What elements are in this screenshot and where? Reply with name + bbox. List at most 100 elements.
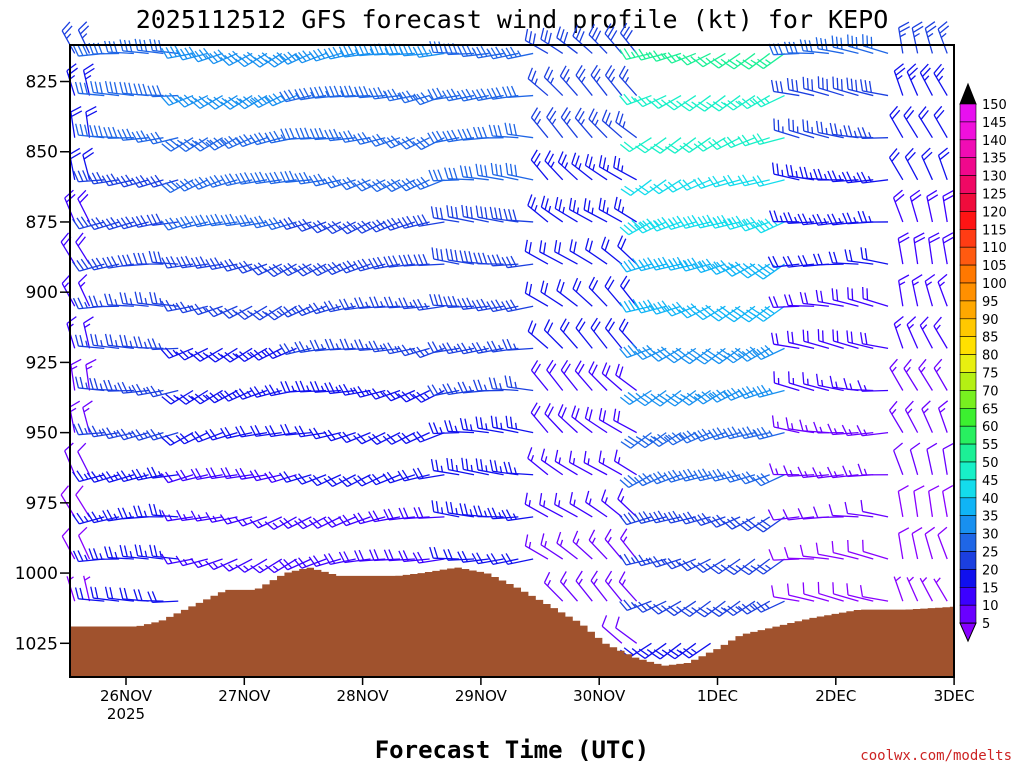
wind-barb (133, 589, 164, 602)
wind-barb-feather (543, 66, 550, 78)
wind-barb-feather (99, 300, 103, 307)
wind-barb-feather (412, 299, 420, 311)
wind-barb-feather (618, 366, 624, 378)
wind-barb-feather (905, 366, 911, 373)
wind-barb-feather (761, 426, 769, 438)
wind-barb (906, 63, 919, 96)
wind-barb (933, 577, 948, 602)
wind-barb (827, 170, 859, 183)
wind-barb (540, 195, 564, 223)
wind-barb (722, 469, 756, 483)
wind-barb-feather (198, 49, 208, 60)
wind-barb-feather (353, 387, 361, 398)
colorbar-level-label: 95 (982, 295, 999, 310)
wind-barb-feather (234, 389, 243, 400)
y-tick-label: 1000 (15, 564, 58, 584)
wind-barb-feather (536, 160, 541, 168)
wind-barb (323, 474, 356, 487)
wind-barb-feather (741, 219, 751, 230)
wind-barb-feather (491, 87, 498, 99)
wind-barb (648, 50, 682, 62)
wind-barb-feather (668, 648, 679, 657)
wind-barb-feather (293, 53, 303, 64)
wind-barb (619, 528, 638, 560)
wind-barb-feather (135, 383, 143, 395)
wind-barb-feather (335, 386, 340, 393)
wind-barb-feather (908, 67, 918, 77)
wind-barb-feather (557, 404, 564, 416)
wind-barb-feather (664, 355, 675, 364)
wind-barb-feather (722, 219, 731, 230)
wind-barb-feather (157, 388, 163, 395)
wind-barb (817, 329, 844, 349)
wind-barb-feather (896, 75, 903, 80)
wind-barb (308, 516, 342, 529)
wind-barb-feather (194, 178, 204, 189)
wind-barb-feather (775, 468, 779, 475)
wind-barb-feather (273, 171, 281, 183)
wind-barb-feather (693, 143, 704, 152)
colorbar-swatch (959, 551, 977, 570)
wind-barb (679, 642, 711, 659)
wind-barb (598, 450, 623, 476)
wind-barb-feather (741, 350, 752, 360)
wind-barb-feather (482, 252, 488, 265)
wind-barb-feather (358, 297, 365, 309)
wind-barb (933, 63, 948, 96)
wind-barb (574, 107, 593, 139)
colorbar-swatch (959, 479, 977, 499)
wind-barb-feather (638, 601, 648, 611)
wind-barb-feather (617, 235, 624, 247)
wind-barb-feather (153, 251, 158, 263)
wind-barb-feather (653, 396, 665, 404)
wind-barb-feather (515, 422, 518, 430)
wind-barb-feather (353, 435, 363, 445)
wind-barb (663, 432, 697, 446)
wind-barb-feather (792, 41, 798, 54)
wind-barb-feather (909, 189, 921, 198)
wind-barb (831, 540, 859, 560)
wind-barb-feather (856, 172, 863, 184)
wind-barb-feather (312, 517, 323, 527)
wind-barb-feather (650, 651, 661, 660)
wind-barb-feather (469, 424, 473, 431)
colorbar-level-label: 90 (982, 313, 999, 328)
wind-barb-feather (583, 198, 587, 210)
wind-barb-feather (760, 266, 772, 275)
wind-barb (249, 94, 283, 109)
wind-barb-feather (657, 218, 666, 229)
wind-barb-feather (648, 474, 658, 485)
colorbar-level-label: 105 (982, 259, 1007, 274)
wind-barb-feather (791, 79, 794, 91)
wind-barb-feather (716, 427, 725, 438)
colorbar-level-label: 100 (982, 277, 1007, 292)
wind-barb-feather (906, 316, 917, 326)
wind-barb-feather (812, 467, 819, 479)
wind-barb-feather (367, 222, 377, 233)
wind-barb-feather (712, 310, 723, 319)
wind-barb-feather (133, 83, 139, 95)
wind-barb-feather (133, 505, 139, 517)
wind-barb-feather (920, 366, 926, 373)
wind-barb (913, 232, 926, 265)
wind-barb-feather (446, 205, 450, 217)
colorbar-swatch (959, 533, 977, 552)
wind-barb-feather (235, 215, 242, 227)
wind-barb-feather (105, 218, 114, 229)
colorbar-level-label: 50 (982, 456, 999, 471)
wind-barb-feather (619, 262, 628, 273)
wind-barb-feather (623, 553, 632, 565)
wind-barb (559, 65, 578, 96)
wind-barb-feather (279, 560, 289, 571)
wind-barb-feather (154, 174, 163, 186)
wind-barb-feather (693, 262, 702, 273)
wind-barb (264, 425, 297, 438)
wind-barb-feather (290, 308, 297, 314)
wind-barb-feather (291, 385, 295, 392)
wind-barb-feather (213, 174, 222, 186)
wind-barb (489, 206, 519, 223)
wind-barb-feather (790, 165, 794, 177)
wind-barb-feather (293, 558, 303, 569)
wind-barb-feather (590, 317, 598, 329)
wind-barb-feather (517, 50, 522, 57)
